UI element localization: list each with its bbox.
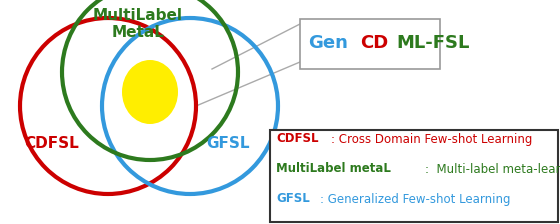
- Text: GFSL: GFSL: [206, 136, 250, 151]
- Text: CDFSL: CDFSL: [25, 136, 80, 151]
- Ellipse shape: [122, 60, 178, 124]
- Text: ML-FSL: ML-FSL: [396, 34, 470, 52]
- Text: GFSL: GFSL: [276, 192, 310, 205]
- Text: : Generalized Few-shot Learning: : Generalized Few-shot Learning: [320, 192, 510, 205]
- FancyBboxPatch shape: [270, 130, 558, 222]
- Text: CDFSL: CDFSL: [276, 133, 319, 146]
- FancyBboxPatch shape: [300, 19, 440, 69]
- Text: CD: CD: [360, 34, 388, 52]
- Text: MultiLabel
MetaL: MultiLabel MetaL: [93, 8, 183, 40]
- Text: MultiLabel metaL: MultiLabel metaL: [276, 162, 391, 175]
- Text: :  Multi-label meta-learning: : Multi-label meta-learning: [425, 162, 560, 175]
- Text: : Cross Domain Few-shot Learning: : Cross Domain Few-shot Learning: [331, 133, 533, 146]
- Text: Gen: Gen: [308, 34, 348, 52]
